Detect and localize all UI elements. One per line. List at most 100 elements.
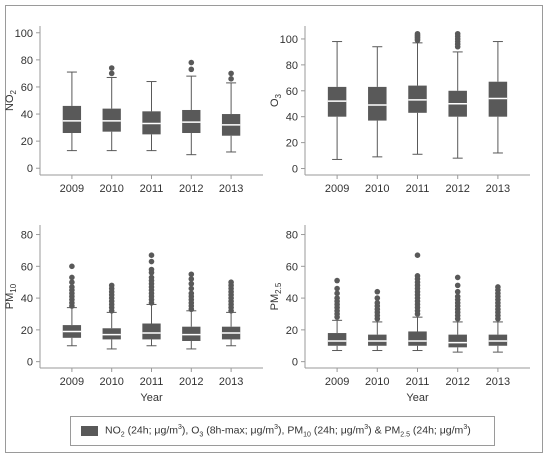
- box-2013: [488, 284, 508, 353]
- legend-text-part: (8h-max; μg/m: [203, 424, 275, 437]
- panel-3: 0 20 40 60 80 PM10 2009 2010 2011 2012 2013 Year: [4, 225, 263, 404]
- outlier-point: [148, 258, 155, 265]
- x-axis-title: Year: [140, 392, 163, 404]
- box-2012: [182, 271, 201, 350]
- iqr-box: [408, 331, 427, 346]
- x-tick-label: 2013: [219, 183, 243, 195]
- box-2009: [327, 41, 347, 160]
- box-2012: [182, 59, 201, 156]
- legend-text-part: (24h; μg/m: [409, 424, 464, 437]
- iqr-box: [102, 328, 121, 340]
- box-2010: [368, 46, 387, 158]
- box-2013: [221, 70, 241, 153]
- box-2011: [142, 81, 161, 152]
- x-tick-label: 2013: [486, 183, 510, 195]
- y-tick-label: 40: [286, 112, 298, 124]
- legend-text-part: 3: [177, 423, 182, 431]
- outlier-point: [188, 66, 195, 73]
- x-tick-label: 2012: [445, 183, 469, 195]
- outlier-point: [334, 285, 340, 292]
- legend-text-part: ), O: [181, 424, 200, 437]
- x-tick-label: 2010: [99, 376, 123, 388]
- x-tick-label: 2013: [486, 376, 510, 388]
- iqr-box: [368, 334, 387, 346]
- y-tick-label: 60: [286, 261, 298, 273]
- x-tick-label: 2011: [140, 183, 164, 195]
- panel-2: 0 20 40 60 80 100 O3 2009 2010 2011 2012 2013: [269, 26, 530, 195]
- legend-text-part: 3: [199, 431, 204, 439]
- legend-text-part: (24h; μg/m: [124, 424, 178, 437]
- box-2009: [62, 71, 82, 152]
- box-2009: [62, 263, 82, 347]
- y-tick-label: 60: [21, 82, 33, 94]
- legend-text-part: 3: [274, 423, 279, 431]
- outlier-point: [495, 284, 501, 290]
- outlier-point: [188, 290, 195, 297]
- y-tick-label: 40: [21, 109, 33, 121]
- legend-text-part: 3: [364, 423, 369, 431]
- y-tick-label: 20: [286, 325, 298, 337]
- iqr-box: [327, 333, 347, 346]
- legend-text-part: NO: [105, 424, 121, 437]
- y-tick-label: 20: [286, 138, 298, 150]
- x-axis-title: Year: [406, 392, 429, 404]
- legend-text: NO2 (24h; μg/m3), O3 (8h-max; μg/m3), PM…: [105, 424, 471, 439]
- outlier-point: [108, 65, 115, 71]
- y-tick-label: 40: [21, 293, 33, 305]
- y-axis-title-sub: 10: [9, 283, 18, 292]
- iqr-box: [368, 86, 387, 121]
- outlier-point: [188, 285, 195, 292]
- y-tick-label: 0: [27, 357, 33, 369]
- y-tick-label: 80: [21, 230, 33, 242]
- y-tick-label: 60: [21, 261, 33, 273]
- y-tick-label: 100: [15, 28, 33, 40]
- iqr-box: [488, 334, 508, 346]
- outlier-point: [69, 284, 75, 290]
- outlier-point: [108, 282, 115, 289]
- legend-text-part: 2: [120, 431, 125, 439]
- outlier-point: [228, 76, 234, 82]
- y-axis-title-main: PM: [4, 293, 16, 310]
- y-tick-label: 0: [27, 163, 33, 175]
- x-tick-label: 2012: [179, 376, 203, 388]
- outlier-point: [454, 282, 461, 289]
- x-tick-label: 2012: [445, 376, 469, 388]
- outlier-point: [334, 295, 340, 301]
- outlier-point: [374, 288, 381, 295]
- box-2011: [408, 30, 427, 155]
- outlier-point: [228, 279, 234, 286]
- iqr-box: [62, 105, 82, 134]
- y-axis-title-main: O: [269, 98, 281, 107]
- x-tick-label: 2010: [365, 376, 389, 388]
- panel-4: 0 20 40 60 80 PM2.5 2009 2010 2011 2012 2013 Year: [269, 225, 530, 404]
- y-axis-title-main: NO: [4, 94, 16, 111]
- outlier-point: [454, 293, 461, 300]
- legend-text-part: ), PM: [278, 424, 304, 437]
- x-tick-label: 2009: [325, 376, 349, 388]
- outlier-point: [454, 30, 461, 37]
- outlier-point: [69, 279, 75, 286]
- legend: NO2 (24h; μg/m3), O3 (8h-max; μg/m3), PM…: [70, 416, 495, 446]
- y-tick-label: 80: [286, 230, 298, 242]
- outlier-point: [69, 274, 75, 281]
- panel-1: 0 20 40 60 80 100 NO2 2009 2010 2011 2012 2013: [4, 26, 263, 195]
- y-tick-label: 20: [21, 325, 33, 337]
- outlier-point: [454, 288, 461, 295]
- box-2012: [448, 30, 467, 159]
- outlier-point: [188, 276, 195, 282]
- box-2011: [142, 252, 161, 347]
- x-tick-label: 2010: [99, 183, 123, 195]
- legend-text-part: 10: [303, 431, 311, 439]
- outlier-point: [148, 274, 155, 281]
- x-tick-label: 2009: [325, 183, 349, 195]
- x-tick-label: 2012: [179, 183, 203, 195]
- box-2012: [448, 274, 467, 353]
- outlier-point: [188, 271, 195, 278]
- legend-text-part: ): [467, 424, 471, 437]
- x-tick-label: 2010: [365, 183, 389, 195]
- x-tick-label: 2009: [60, 376, 84, 388]
- iqr-box: [448, 334, 467, 348]
- y-axis-title: PM2.5: [269, 282, 283, 310]
- y-tick-label: 0: [292, 357, 298, 369]
